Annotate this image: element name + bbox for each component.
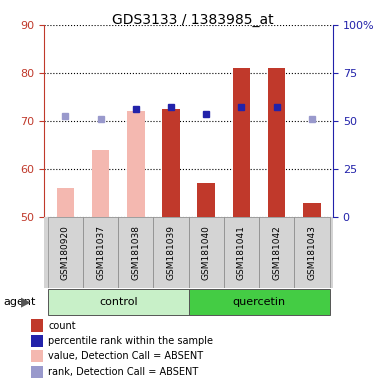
- Text: quercetin: quercetin: [233, 297, 286, 308]
- Text: GSM181041: GSM181041: [237, 225, 246, 280]
- Bar: [118, 217, 154, 288]
- Bar: [224, 217, 259, 288]
- Text: GSM181040: GSM181040: [202, 225, 211, 280]
- Bar: [154, 217, 189, 288]
- Text: GSM181037: GSM181037: [96, 225, 105, 280]
- Bar: [31, 335, 43, 347]
- Bar: [92, 150, 109, 217]
- Text: GSM181042: GSM181042: [272, 225, 281, 280]
- Text: agent: agent: [4, 297, 36, 308]
- Bar: [294, 217, 330, 288]
- Bar: [127, 111, 145, 217]
- Text: rank, Detection Call = ABSENT: rank, Detection Call = ABSENT: [48, 367, 198, 377]
- Bar: [48, 217, 83, 288]
- Text: GSM181043: GSM181043: [307, 225, 316, 280]
- Text: ▶: ▶: [22, 296, 31, 309]
- Bar: [198, 184, 215, 217]
- Text: control: control: [99, 297, 137, 308]
- Bar: [189, 290, 330, 315]
- Bar: [162, 109, 180, 217]
- Bar: [31, 366, 43, 378]
- Text: GSM181039: GSM181039: [167, 225, 176, 280]
- Bar: [233, 68, 250, 217]
- Text: value, Detection Call = ABSENT: value, Detection Call = ABSENT: [48, 351, 203, 361]
- Bar: [259, 217, 294, 288]
- Bar: [189, 217, 224, 288]
- Bar: [31, 319, 43, 332]
- Bar: [48, 290, 189, 315]
- Bar: [303, 203, 321, 217]
- Bar: [57, 188, 74, 217]
- Bar: [83, 217, 118, 288]
- Bar: [31, 350, 43, 362]
- Text: GDS3133 / 1383985_at: GDS3133 / 1383985_at: [112, 13, 273, 27]
- Text: GSM181038: GSM181038: [131, 225, 140, 280]
- Text: count: count: [48, 321, 76, 331]
- Text: percentile rank within the sample: percentile rank within the sample: [48, 336, 213, 346]
- Text: GSM180920: GSM180920: [61, 225, 70, 280]
- Bar: [268, 68, 286, 217]
